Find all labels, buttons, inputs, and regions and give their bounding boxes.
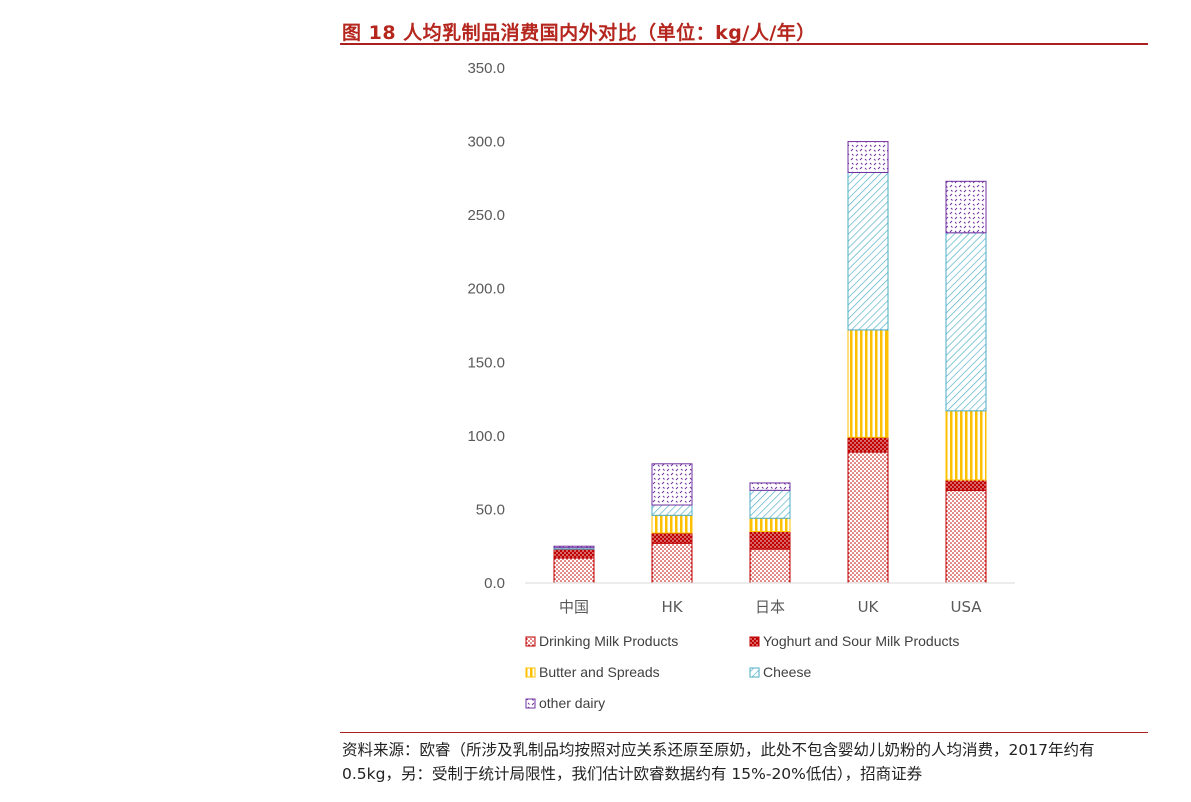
bar-butter — [847, 329, 889, 438]
x-category-label: 日本 — [755, 598, 785, 616]
y-tick-label: 200.0 — [467, 281, 505, 298]
legend-label-other-dairy: other dairy — [539, 695, 605, 711]
bar-butter — [749, 517, 791, 532]
bar-other-dairy — [847, 141, 889, 173]
bar-cheese — [847, 171, 889, 331]
legend-label-yoghurt: Yoghurt and Sour Milk Products — [763, 633, 959, 649]
bar-yoghurt — [651, 532, 693, 544]
bar-yoghurt — [847, 436, 889, 453]
y-tick-label: 100.0 — [467, 428, 505, 445]
legend-label-drinking-milk: Drinking Milk Products — [539, 633, 678, 649]
legend-label-butter: Butter and Spreads — [539, 664, 660, 680]
bar-drinking-milk — [553, 557, 595, 584]
bar-yoghurt — [553, 548, 595, 559]
bar-cheese — [749, 489, 791, 519]
bar-cheese — [945, 232, 987, 412]
legend-swatch-cheese — [749, 667, 760, 678]
x-category-label: UK — [858, 598, 880, 616]
x-category-label: USA — [950, 598, 982, 616]
y-tick-label: 250.0 — [467, 207, 505, 224]
legend-swatch-butter — [525, 667, 536, 678]
y-tick-label: 150.0 — [467, 354, 505, 371]
bar-drinking-milk — [945, 489, 987, 584]
legend-label-cheese: Cheese — [763, 664, 811, 680]
bar-other-dairy — [749, 482, 791, 491]
bar-butter — [651, 514, 693, 534]
legend-swatch-yoghurt — [749, 636, 760, 647]
bar-yoghurt — [749, 531, 791, 550]
bar-drinking-milk — [847, 451, 889, 584]
y-tick-label: 350.0 — [467, 60, 505, 77]
bar-yoghurt — [945, 479, 987, 491]
bar-cheese — [651, 504, 693, 516]
legend-swatch-other-dairy — [525, 698, 536, 709]
bar-drinking-milk — [749, 548, 791, 584]
bar-other-dairy — [651, 463, 693, 506]
bar-other-dairy — [945, 180, 987, 234]
x-category-label: 中国 — [559, 598, 589, 616]
y-tick-label: 50.0 — [476, 501, 505, 518]
bar-butter — [945, 410, 987, 481]
x-category-label: HK — [661, 598, 683, 616]
source-rule — [340, 732, 1148, 733]
bar-drinking-milk — [651, 542, 693, 584]
y-tick-label: 0.0 — [484, 575, 505, 592]
source-note: 资料来源：欧睿（所涉及乳制品均按照对应关系还原至原奶，此处不包含婴幼儿奶粉的人均… — [342, 741, 1095, 783]
bar-other-dairy — [553, 545, 595, 549]
figure-title: 图 18 人均乳制品消费国内外对比（单位：kg/人/年） — [342, 22, 816, 44]
stacked-bar-chart: 0.0 50.0 100.0 150.0 200.0 250.0 300.0 350.0 中国… — [467, 60, 1015, 711]
y-tick-label: 300.0 — [467, 134, 505, 151]
legend-swatch-drinking-milk — [525, 636, 536, 647]
title-rule — [340, 43, 1148, 45]
